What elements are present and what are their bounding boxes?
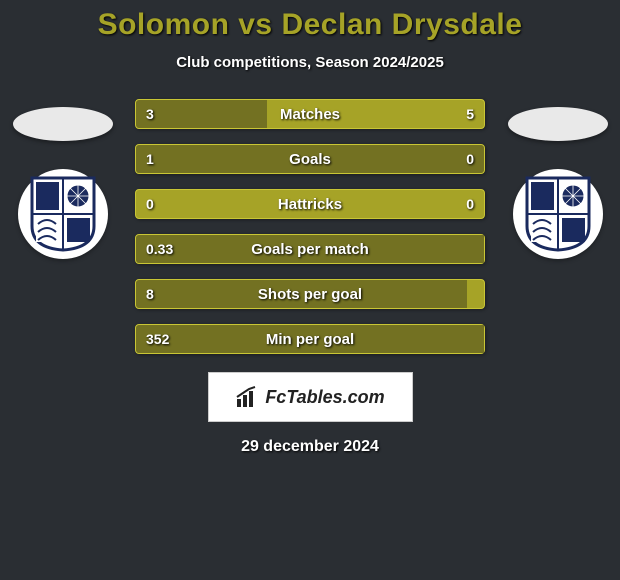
- subtitle: Club competitions, Season 2024/2025: [0, 54, 620, 71]
- chart-icon: [235, 385, 259, 409]
- player-left-avatar-placeholder: [13, 107, 113, 141]
- stat-value-right: 5: [466, 106, 474, 122]
- stat-bar: 0 0Hattricks: [135, 189, 485, 219]
- content-row: 35Matches 10Goals 0 0Hattricks 0.33Goals per…: [0, 99, 620, 354]
- club-crest-icon: [30, 176, 96, 252]
- comparison-infographic: Solomon vs Declan Drysdale Club competit…: [0, 0, 620, 456]
- stat-value-right: 0: [466, 196, 474, 212]
- player-left-club-crest: [18, 169, 108, 259]
- player-right-avatar-placeholder: [508, 107, 608, 141]
- bar-left-fill: [136, 325, 484, 353]
- club-crest-icon: [525, 176, 591, 252]
- stat-bar: 10Goals: [135, 144, 485, 174]
- player-right-column: [505, 99, 610, 259]
- stat-bar: 352Min per goal: [135, 324, 485, 354]
- bar-left-fill: [136, 280, 467, 308]
- stat-label: Hattricks: [136, 196, 484, 213]
- stat-bar: 8Shots per goal: [135, 279, 485, 309]
- stat-bar: 35Matches: [135, 99, 485, 129]
- footer-date: 29 december 2024: [0, 438, 620, 456]
- main-title: Solomon vs Declan Drysdale: [0, 8, 620, 42]
- player-right-club-crest: [513, 169, 603, 259]
- player-left-column: [10, 99, 115, 259]
- bar-left-fill: [136, 100, 267, 128]
- stat-bar: 0.33Goals per match: [135, 234, 485, 264]
- stat-value-left: 0: [146, 196, 154, 212]
- bar-left-fill: [136, 235, 484, 263]
- stats-bars: 35Matches 10Goals 0 0Hattricks 0.33Goals per…: [135, 99, 485, 354]
- bar-right-fill: [397, 145, 484, 173]
- footer-brand-box: FcTables.com: [208, 372, 413, 422]
- bar-left-fill: [136, 145, 397, 173]
- footer-brand-text: FcTables.com: [265, 387, 384, 408]
